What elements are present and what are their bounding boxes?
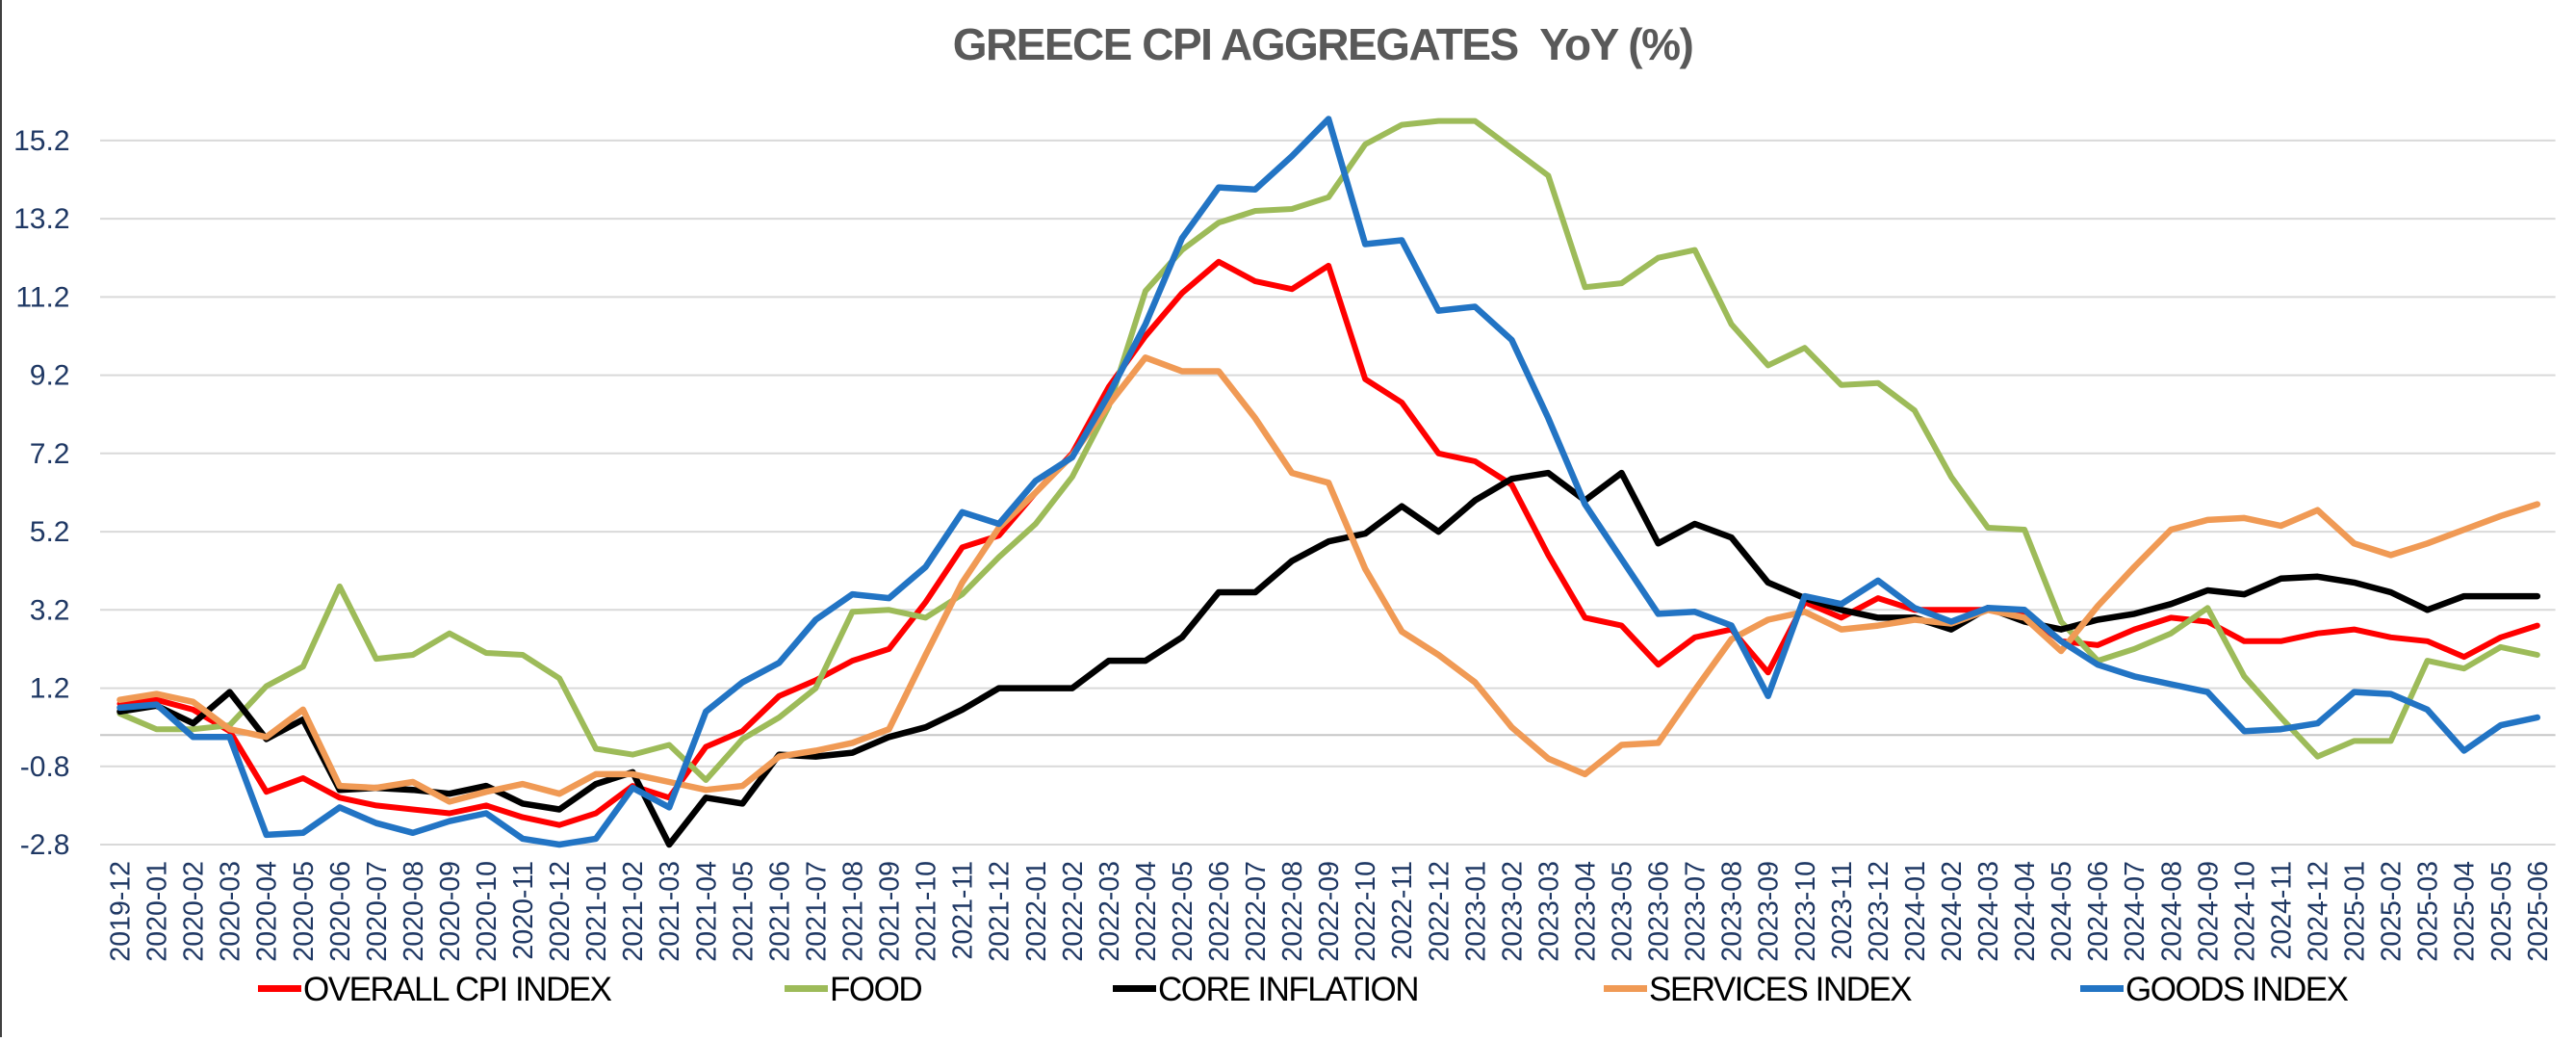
svg-text:9.2: 9.2 <box>30 360 70 392</box>
svg-text:2023-03: 2023-03 <box>1533 861 1564 962</box>
svg-text:2020-02: 2020-02 <box>179 861 210 962</box>
svg-text:2024-11: 2024-11 <box>2266 861 2297 959</box>
svg-text:2021-05: 2021-05 <box>728 861 759 962</box>
svg-text:15.2: 15.2 <box>13 125 69 157</box>
svg-text:2022-10: 2022-10 <box>1351 861 1381 962</box>
svg-text:2020-11: 2020-11 <box>508 861 539 959</box>
svg-text:2020-09: 2020-09 <box>435 861 466 962</box>
svg-text:2024-07: 2024-07 <box>2120 861 2151 962</box>
svg-text:2020-05: 2020-05 <box>289 861 320 962</box>
svg-text:2021-09: 2021-09 <box>875 861 906 962</box>
svg-text:2024-06: 2024-06 <box>2083 861 2114 962</box>
svg-text:2023-02: 2023-02 <box>1497 861 1528 962</box>
svg-text:-0.8: -0.8 <box>20 751 70 783</box>
svg-text:2025-06: 2025-06 <box>2523 861 2554 962</box>
svg-text:7.2: 7.2 <box>30 438 70 470</box>
svg-text:2022-11: 2022-11 <box>1387 861 1418 959</box>
svg-text:2023-05: 2023-05 <box>1608 861 1638 962</box>
svg-text:SERVICES INDEX: SERVICES INDEX <box>1649 971 1912 1008</box>
svg-text:1.2: 1.2 <box>30 673 70 705</box>
svg-text:2021-08: 2021-08 <box>838 861 869 962</box>
svg-text:2021-11: 2021-11 <box>948 861 979 959</box>
svg-text:2023-04: 2023-04 <box>1571 861 1602 962</box>
svg-text:2024-03: 2024-03 <box>1973 861 2004 962</box>
svg-text:2023-09: 2023-09 <box>1754 861 1785 962</box>
svg-text:2022-02: 2022-02 <box>1058 861 1089 962</box>
svg-text:2021-07: 2021-07 <box>801 861 832 962</box>
svg-text:2024-05: 2024-05 <box>2047 861 2077 962</box>
svg-text:2019-12: 2019-12 <box>106 861 137 962</box>
svg-text:2020-06: 2020-06 <box>325 861 356 962</box>
svg-text:2020-03: 2020-03 <box>216 861 246 962</box>
svg-text:GREECE CPI AGGREGATES YoY (%): GREECE CPI AGGREGATES YoY (%) <box>953 19 1693 69</box>
svg-text:2020-12: 2020-12 <box>545 861 576 962</box>
svg-text:2021-06: 2021-06 <box>764 861 795 962</box>
svg-text:2023-01: 2023-01 <box>1460 861 1491 962</box>
svg-text:2023-12: 2023-12 <box>1864 861 1894 962</box>
svg-text:2022-03: 2022-03 <box>1095 861 1125 962</box>
svg-text:2022-09: 2022-09 <box>1314 861 1345 962</box>
svg-text:2023-10: 2023-10 <box>1790 861 1821 962</box>
svg-text:2021-01: 2021-01 <box>581 861 612 962</box>
svg-text:2023-07: 2023-07 <box>1681 861 1712 962</box>
svg-text:2024-02: 2024-02 <box>1937 861 1968 962</box>
svg-text:2024-10: 2024-10 <box>2229 861 2260 962</box>
svg-text:2025-05: 2025-05 <box>2486 861 2517 962</box>
svg-text:2025-02: 2025-02 <box>2377 861 2408 962</box>
svg-text:2024-01: 2024-01 <box>1900 861 1931 962</box>
svg-text:3.2: 3.2 <box>30 594 70 626</box>
svg-text:2025-01: 2025-01 <box>2340 861 2371 962</box>
svg-text:2022-04: 2022-04 <box>1131 861 1162 962</box>
svg-text:2020-08: 2020-08 <box>399 861 429 962</box>
svg-text:2024-12: 2024-12 <box>2304 861 2334 962</box>
svg-text:2023-08: 2023-08 <box>1717 861 1748 962</box>
svg-text:2023-11: 2023-11 <box>1827 861 1858 959</box>
svg-text:-2.8: -2.8 <box>20 829 70 861</box>
svg-text:FOOD: FOOD <box>830 971 921 1008</box>
svg-text:2022-08: 2022-08 <box>1277 861 1308 962</box>
svg-text:OVERALL CPI INDEX: OVERALL CPI INDEX <box>303 971 612 1008</box>
svg-text:2022-07: 2022-07 <box>1241 861 1272 962</box>
svg-text:2024-08: 2024-08 <box>2156 861 2187 962</box>
svg-text:2020-01: 2020-01 <box>142 861 173 962</box>
svg-text:2021-10: 2021-10 <box>912 861 942 962</box>
svg-text:2024-04: 2024-04 <box>2010 861 2041 962</box>
svg-text:CORE INFLATION: CORE INFLATION <box>1158 971 1418 1008</box>
svg-text:2020-10: 2020-10 <box>472 861 502 962</box>
svg-text:2021-12: 2021-12 <box>985 861 1016 962</box>
svg-text:2021-03: 2021-03 <box>655 861 685 962</box>
svg-text:2025-03: 2025-03 <box>2413 861 2444 962</box>
svg-text:2022-12: 2022-12 <box>1424 861 1455 962</box>
svg-text:2025-04: 2025-04 <box>2450 861 2481 962</box>
svg-text:2021-02: 2021-02 <box>618 861 649 962</box>
svg-text:GOODS INDEX: GOODS INDEX <box>2125 971 2349 1008</box>
svg-text:2022-06: 2022-06 <box>1204 861 1235 962</box>
svg-text:2020-07: 2020-07 <box>362 861 393 962</box>
svg-text:5.2: 5.2 <box>30 516 70 548</box>
svg-text:2020-04: 2020-04 <box>252 861 283 962</box>
svg-text:2022-05: 2022-05 <box>1168 861 1198 962</box>
svg-text:11.2: 11.2 <box>15 281 69 313</box>
svg-text:2024-09: 2024-09 <box>2193 861 2224 962</box>
svg-text:2022-01: 2022-01 <box>1021 861 1052 962</box>
svg-text:13.2: 13.2 <box>13 203 69 235</box>
svg-text:2021-04: 2021-04 <box>691 861 722 962</box>
svg-text:2023-06: 2023-06 <box>1644 861 1675 962</box>
